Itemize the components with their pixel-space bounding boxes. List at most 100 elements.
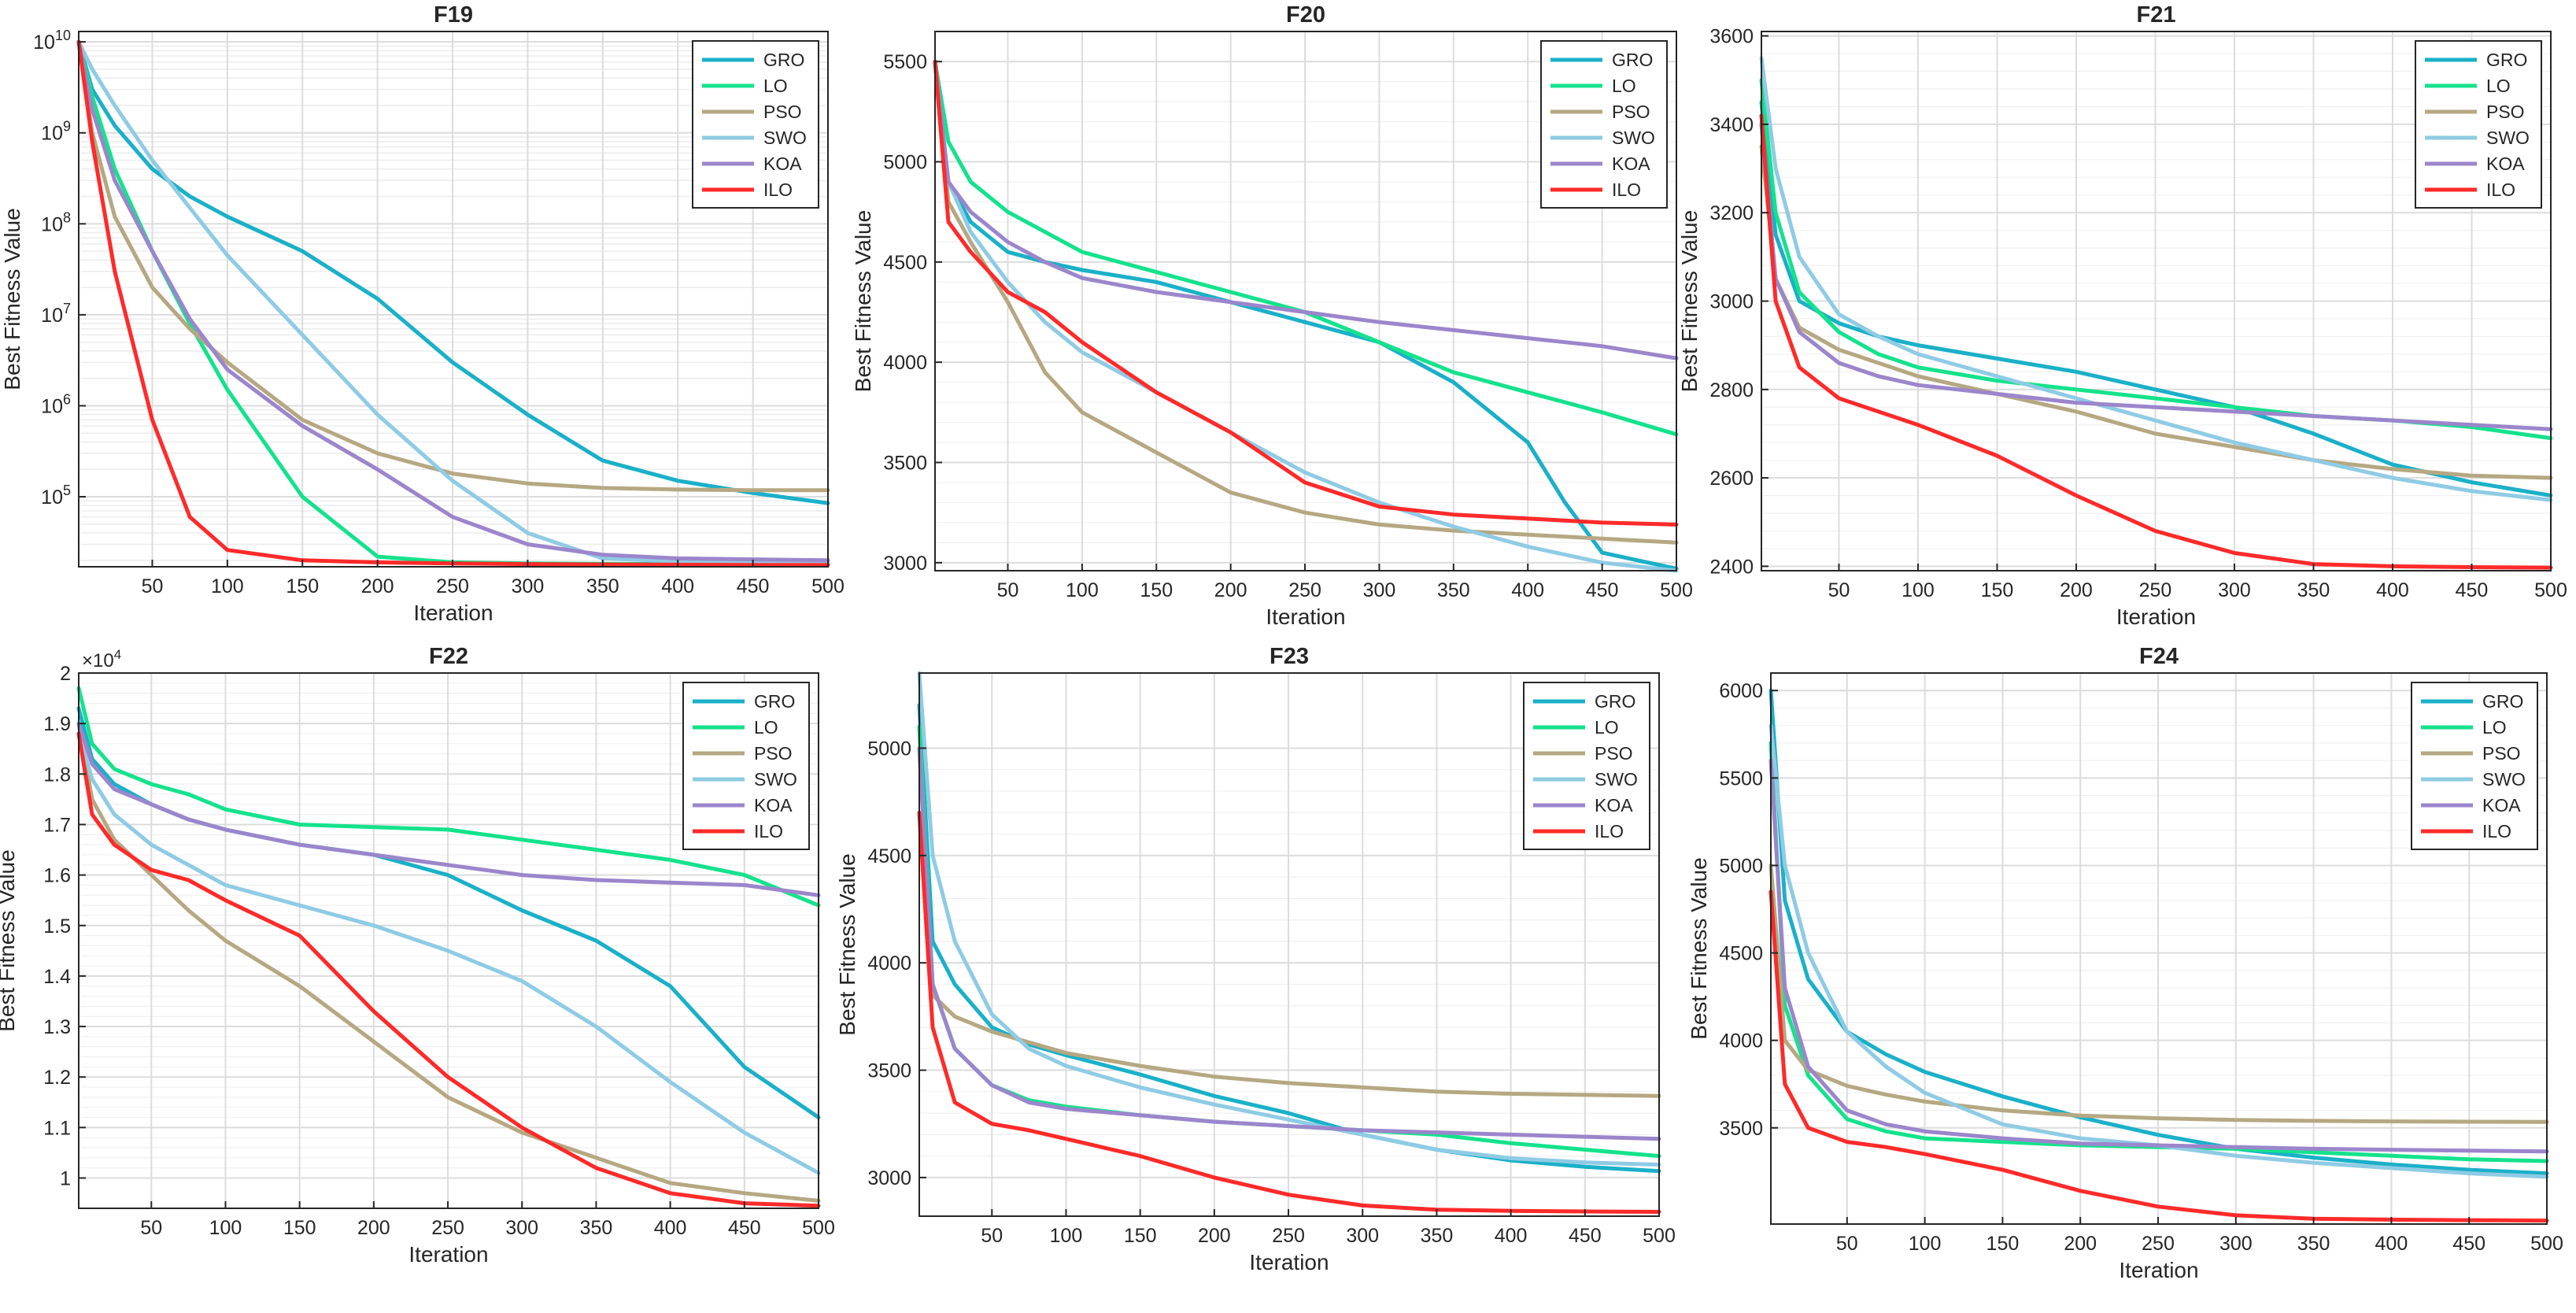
legend-label-gro: GRO [1612,50,1653,70]
legend-box [692,40,819,209]
x-tick-label: 100 [1066,579,1099,601]
x-tick-label: 500 [1660,579,1693,601]
x-tick-label: 500 [2534,579,2567,601]
legend-label-lo: LO [754,717,778,738]
x-axis-label: Iteration [1266,605,1345,629]
series-line-koa [76,39,830,563]
legend-label-pso: PSO [1612,102,1650,122]
legend-label-ilo: ILO [754,821,783,841]
x-tick-label: 300 [512,575,545,597]
legend-box [2415,40,2542,209]
y-tick-label: 1.1 [43,1117,71,1139]
legend: GRO LO PSO SWO KOA ILO [692,40,819,209]
y-tick-label: 1.4 [43,966,71,988]
y-tick-label: 108 [41,209,71,235]
y-tick-label: 3500 [883,452,927,474]
legend-box [1540,40,1668,209]
legend-label-gro: GRO [754,691,795,712]
x-tick-label: 50 [1836,1233,1858,1255]
y-tick-label: 5000 [1719,855,1763,877]
x-tick-label: 300 [505,1217,538,1239]
y-tick-label: 4000 [867,952,911,975]
x-tick-label: 200 [2064,1233,2097,1255]
legend-label-ilo: ILO [763,179,793,200]
chart-panel-f23: 50 100 150 200 250 300 350 400 450 500 3000 3500 400… [835,644,1676,1274]
y-tick-label: 1.3 [43,1016,71,1038]
chart-title: F23 [1270,644,1309,669]
y-tick-label: 3000 [1709,291,1754,313]
x-tick-label: 250 [1272,1225,1305,1247]
legend-label-koa: KOA [2486,153,2525,174]
x-tick-label: 300 [1346,1225,1379,1247]
y-tick-label: 1 [60,1168,71,1190]
series-line-koa [1759,122,2553,431]
x-axis-label: Iteration [2116,605,2196,629]
series-line-ilo [917,810,1661,1214]
y-tick-label: 1010 [33,28,71,54]
x-tick-label: 350 [2297,579,2330,601]
x-tick-label: 450 [2456,579,2489,601]
legend-label-ilo: ILO [2486,179,2515,200]
legend-label-koa: KOA [1595,795,1633,816]
legend-label-koa: KOA [2482,795,2521,816]
x-tick-label: 350 [1437,579,1470,601]
x-tick-label: 150 [1124,1225,1157,1247]
x-tick-label: 400 [2376,579,2409,601]
legend-label-swo: SWO [754,769,797,790]
chart-panel-f22: 50 100 150 200 250 300 350 400 450 500 1 1.1 1.2 1.3 1… [0,644,835,1267]
y-tick-label: 4000 [883,352,927,374]
y-tick-label: 6000 [1719,680,1763,702]
chart-title: F20 [1286,2,1325,28]
x-tick-label: 400 [1495,1225,1528,1247]
x-tick-label: 150 [283,1217,316,1239]
legend-label-pso: PSO [2482,743,2521,764]
x-tick-label: 200 [1198,1225,1231,1247]
series-line-gro [1768,688,2549,1176]
series-line-koa [1768,758,2549,1154]
x-tick-label: 400 [2375,1233,2408,1255]
x-tick-label: 300 [2218,579,2251,601]
legend-label-ilo: ILO [1595,821,1624,841]
x-tick-label: 150 [286,575,319,597]
legend-label-gro: GRO [2486,50,2527,70]
legend-label-swo: SWO [2482,769,2526,790]
x-tick-label: 200 [361,575,394,597]
y-tick-label: 2400 [1709,556,1754,578]
legend: GRO LO PSO SWO KOA ILO [1540,40,1668,209]
legend-label-koa: KOA [763,153,802,174]
chart-panel-f19: 50 100 150 200 250 300 350 400 450 500 105 106 107 10… [0,2,844,625]
chart-title: F24 [2139,644,2179,669]
legend: GRO LO PSO SWO KOA ILO [1523,682,1650,850]
legend: GRO LO PSO SWO KOA ILO [682,682,810,850]
legend-label-swo: SWO [1612,128,1655,148]
y-axis-label: Best Fitness Value [0,849,19,1031]
x-tick-label: 100 [209,1217,242,1239]
legend-label-koa: KOA [754,795,793,816]
chart-panel-f20: 50 100 150 200 250 300 350 400 450 500 3000 3500 400… [851,2,1693,629]
legend-label-gro: GRO [1595,691,1635,712]
x-tick-label: 500 [811,575,844,597]
chart-panel-f24: 50 100 150 200 250 300 350 400 450 500 3500 4000 450… [1687,644,2563,1282]
y-tick-label: 3000 [867,1167,911,1189]
chart-title: F21 [2137,2,2176,28]
y-axis-label: Best Fitness Value [1687,857,1711,1039]
x-tick-label: 100 [1902,579,1935,601]
series-line-swo [1768,723,2549,1179]
legend-label-lo: LO [1612,76,1636,96]
series-line-lo [1768,741,2549,1163]
legend-label-gro: GRO [2482,691,2523,712]
y-tick-label: 1.8 [43,764,71,786]
y-axis-label: Best Fitness Value [835,853,859,1035]
legend-label-lo: LO [2482,717,2507,738]
legend-label-lo: LO [2486,76,2511,96]
x-tick-label: 50 [997,579,1019,601]
series-line-koa [917,746,1661,1141]
series-line-ilo [76,39,830,568]
x-tick-label: 400 [661,575,694,597]
legend-label-swo: SWO [1595,769,1638,790]
x-axis-label: Iteration [1249,1250,1329,1274]
legend-box [682,682,810,850]
x-tick-label: 50 [142,575,164,597]
y-axis-label: Best Fitness Value [0,208,24,390]
x-tick-label: 500 [2530,1233,2563,1255]
